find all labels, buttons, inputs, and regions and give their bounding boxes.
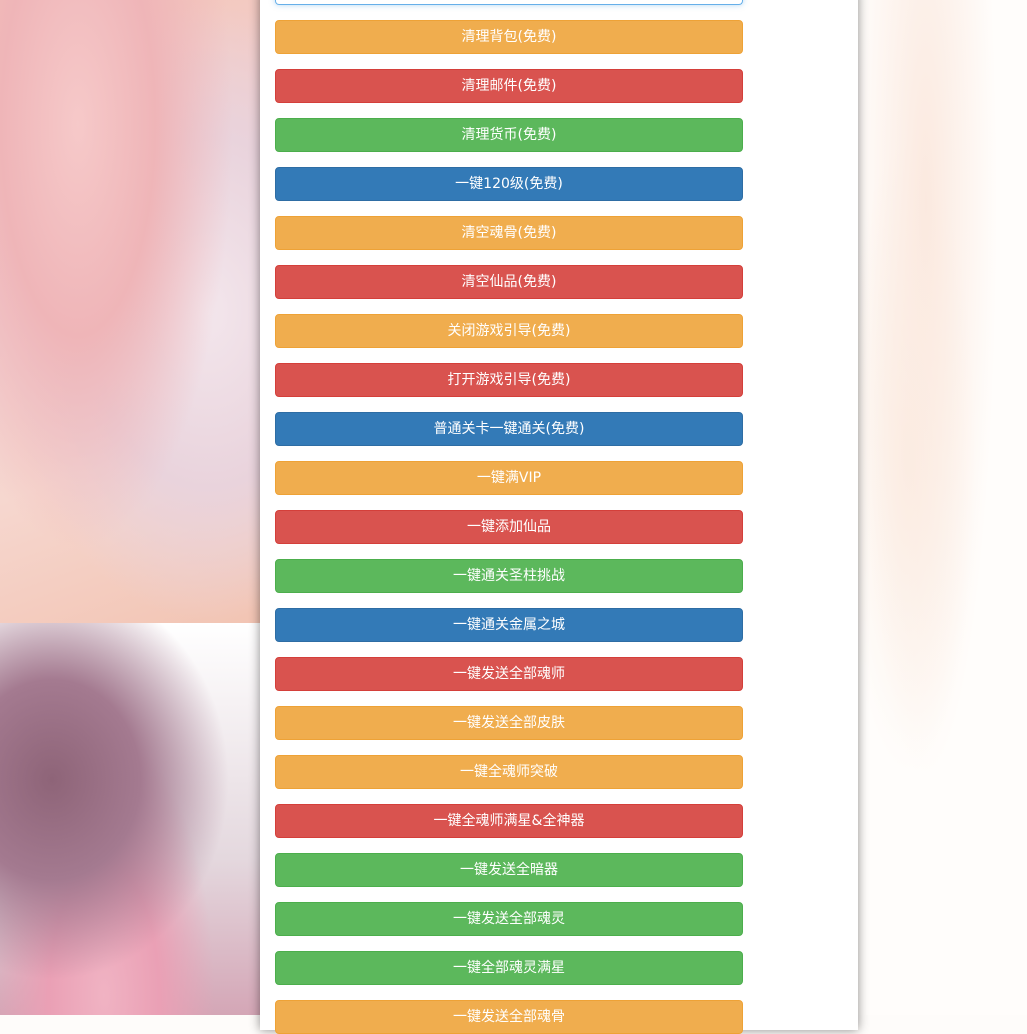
action-button[interactable]: 清空魂骨(免费) bbox=[275, 216, 743, 250]
action-button[interactable]: 关闭游戏引导(免费) bbox=[275, 314, 743, 348]
action-button[interactable]: 清空仙品(免费) bbox=[275, 265, 743, 299]
action-button[interactable]: 一键通关圣柱挑战 bbox=[275, 559, 743, 593]
action-button[interactable]: 一键添加仙品 bbox=[275, 510, 743, 544]
action-button[interactable]: 一键发送全部魂师 bbox=[275, 657, 743, 691]
background-anime-art-top bbox=[0, 0, 260, 623]
action-button[interactable]: 一键全魂师突破 bbox=[275, 755, 743, 789]
action-button[interactable]: 一键满VIP bbox=[275, 461, 743, 495]
action-button[interactable]: 一键120级(免费) bbox=[275, 167, 743, 201]
action-button[interactable]: 清理邮件(免费) bbox=[275, 69, 743, 103]
action-button[interactable]: 一键全魂师满星&全神器 bbox=[275, 804, 743, 838]
action-button[interactable]: 一键发送全部魂灵 bbox=[275, 902, 743, 936]
action-button[interactable]: 打开游戏引导(免费) bbox=[275, 363, 743, 397]
action-button[interactable]: 一键全部魂灵满星 bbox=[275, 951, 743, 985]
action-button[interactable]: 一键发送全暗器 bbox=[275, 853, 743, 887]
action-button[interactable]: 一键通关金属之城 bbox=[275, 608, 743, 642]
action-button[interactable]: 普通关卡一键通关(免费) bbox=[275, 412, 743, 446]
action-button[interactable]: 清理货币(免费) bbox=[275, 118, 743, 152]
background-anime-art-bottom bbox=[0, 623, 260, 1015]
action-panel: 清理背包(免费) 清理邮件(免费) 清理货币(免费) 一键120级(免费) 清空魂骨(免… bbox=[260, 0, 858, 1034]
text-input[interactable] bbox=[275, 0, 743, 5]
action-button[interactable]: 清理背包(免费) bbox=[275, 20, 743, 54]
action-button[interactable]: 一键发送全部皮肤 bbox=[275, 706, 743, 740]
background-art-right bbox=[858, 0, 1027, 1015]
action-button[interactable]: 一键发送全部魂骨 bbox=[275, 1000, 743, 1034]
